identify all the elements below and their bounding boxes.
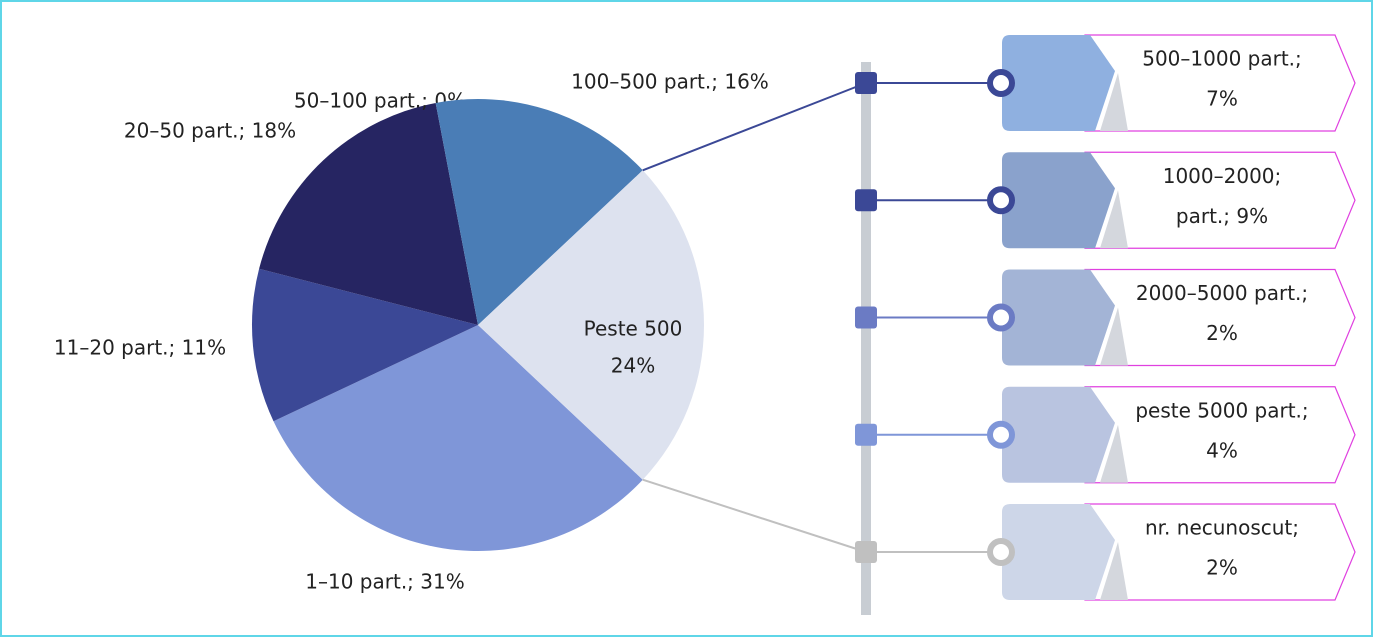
breakdown-tag: [1002, 386, 1115, 483]
row-square: [855, 72, 877, 94]
data-label: 20–50 part.; 18%: [124, 119, 296, 143]
tag-shadow: [1100, 424, 1128, 483]
row-dot: [987, 538, 1015, 566]
tag-shadow: [1100, 73, 1128, 131]
breakdown-tag: [1002, 504, 1115, 600]
breakdown-tag: [1002, 152, 1115, 249]
data-label: 24%: [611, 354, 655, 378]
pie-slice: [478, 170, 704, 480]
row-square: [855, 423, 877, 446]
row-dot: [987, 420, 1015, 449]
row-dot: [987, 303, 1015, 332]
row-dot: [987, 186, 1015, 215]
row-square: [855, 189, 877, 212]
row-dot: [987, 69, 1015, 97]
connector: [642, 82, 867, 172]
data-label: 7%: [1206, 87, 1238, 111]
row-square: [855, 541, 877, 563]
breakdown-tag: [1002, 269, 1115, 366]
row-square: [855, 306, 877, 329]
data-label: 2%: [1206, 556, 1238, 580]
data-label: nr. necunoscut;: [1145, 516, 1299, 540]
data-label: 11–20 part.; 11%: [54, 336, 226, 360]
tag-shadow: [1100, 307, 1128, 366]
data-label: 500–1000 part.;: [1142, 47, 1302, 71]
data-label: 1000–2000;: [1163, 164, 1282, 188]
data-label: 2%: [1206, 321, 1238, 345]
pie-slice: [273, 325, 643, 551]
tag-shadow: [1100, 542, 1128, 600]
data-label: 100–500 part.; 16%: [571, 70, 769, 94]
connector: [642, 478, 867, 553]
data-label: peste 5000 part.;: [1135, 398, 1308, 422]
data-label: part.; 9%: [1176, 204, 1268, 228]
tag-shadow: [1100, 190, 1128, 249]
data-label: Peste 500: [584, 317, 683, 341]
data-label: 4%: [1206, 438, 1238, 462]
pie-slice: [259, 103, 478, 325]
timeline-bar: [861, 62, 871, 615]
pie-slice: [252, 268, 478, 422]
breakdown-tag: [1002, 35, 1115, 131]
data-label: 2000–5000 part.;: [1136, 281, 1308, 305]
pie-slice: [435, 99, 643, 326]
data-label: 1–10 part.; 31%: [305, 570, 464, 594]
